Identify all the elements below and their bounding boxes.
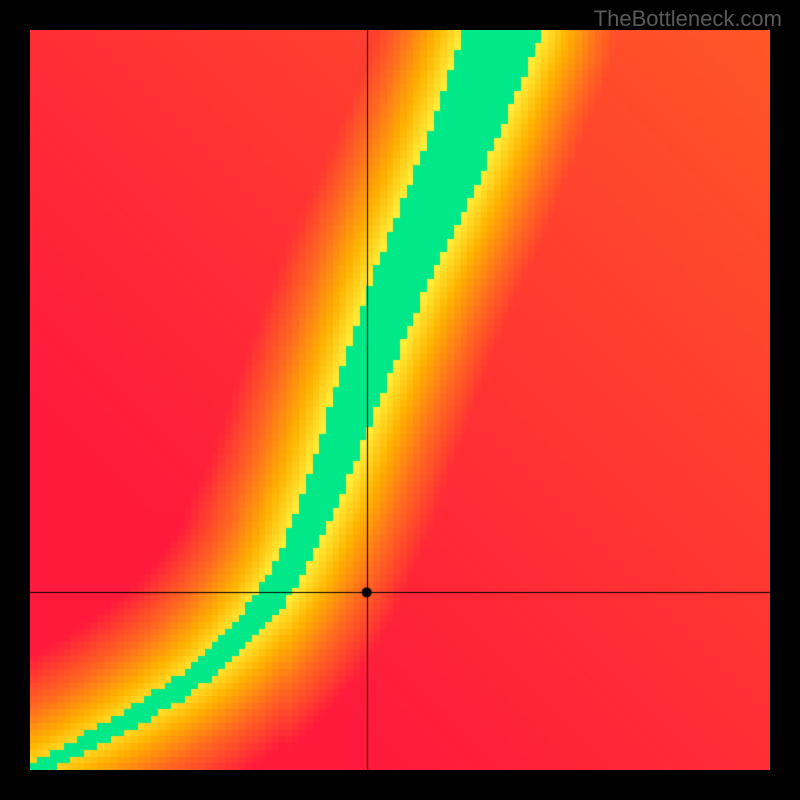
- chart-container: TheBottleneck.com: [0, 0, 800, 800]
- bottleneck-heatmap: [30, 30, 770, 770]
- watermark-label: TheBottleneck.com: [594, 6, 782, 32]
